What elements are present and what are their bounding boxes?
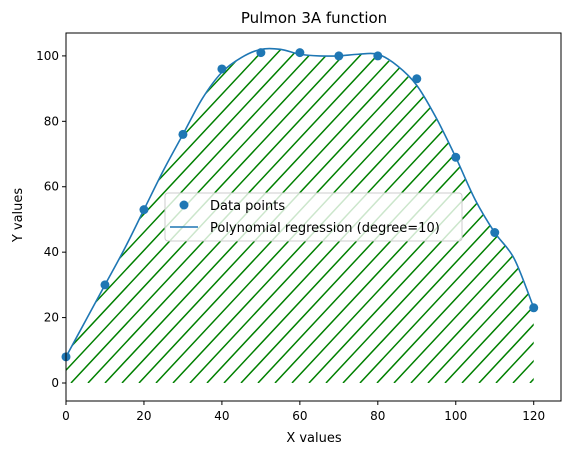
hatch-line xyxy=(87,49,534,384)
chart-title: Pulmon 3A function xyxy=(241,9,387,27)
legend-marker-data-points xyxy=(179,200,189,210)
hatch-line xyxy=(308,49,534,384)
hatch-line xyxy=(104,49,534,384)
hatch-line xyxy=(172,49,534,384)
x-tick-label: 20 xyxy=(136,409,151,423)
hatch-line xyxy=(189,49,534,384)
hatch-line xyxy=(66,49,534,384)
hatch-line xyxy=(66,49,534,384)
hatch-line xyxy=(410,49,534,384)
data-point xyxy=(178,129,188,139)
data-point xyxy=(100,280,110,290)
data-point xyxy=(217,64,227,74)
y-tick-label: 40 xyxy=(44,245,59,259)
hatch-line xyxy=(66,49,517,384)
hatch-line xyxy=(257,49,534,384)
hatch-line xyxy=(529,49,534,384)
data-points xyxy=(61,48,539,362)
x-tick-label: 120 xyxy=(522,409,545,423)
data-point xyxy=(256,48,266,58)
legend-box xyxy=(164,192,463,242)
y-tick-label: 20 xyxy=(44,311,59,325)
x-tick-label: 80 xyxy=(370,409,385,423)
x-tick-label: 40 xyxy=(214,409,229,423)
hatch-line xyxy=(66,49,534,384)
y-tick-label: 60 xyxy=(44,180,59,194)
hatch-line xyxy=(393,49,534,384)
hatch-line xyxy=(155,49,534,384)
hatch-line xyxy=(478,49,534,384)
hatch-line xyxy=(240,49,534,384)
hatch-line xyxy=(564,0,571,383)
y-axis: 0 20 40 60 80 100 xyxy=(36,49,66,390)
hatch-line xyxy=(138,49,534,384)
hatch-line xyxy=(121,49,534,384)
hatch-line xyxy=(206,49,534,384)
hatch-line xyxy=(547,0,571,383)
hatch-line xyxy=(66,49,534,384)
hatch-line xyxy=(66,49,534,384)
data-point xyxy=(334,51,344,61)
hatch-line xyxy=(342,49,534,384)
legend-label-regression: Polynomial regression (degree=10) xyxy=(210,221,440,236)
legend: Data points Polynomial regression (degre… xyxy=(164,192,463,242)
x-tick-label: 100 xyxy=(444,409,467,423)
data-point xyxy=(490,228,500,238)
hatch-line xyxy=(359,49,534,384)
plot-area-frame xyxy=(65,32,562,402)
hatch-line xyxy=(291,49,534,384)
hatch-line xyxy=(66,49,534,384)
hatch-line xyxy=(376,49,534,384)
y-tick-label: 80 xyxy=(44,114,59,128)
x-axis-label: X values xyxy=(286,431,342,446)
hatch-line xyxy=(66,49,534,384)
hatch-line xyxy=(66,49,534,384)
hatch-line xyxy=(66,49,534,384)
data-point xyxy=(529,303,539,313)
data-point xyxy=(139,205,149,215)
hatch-line xyxy=(325,49,534,384)
data-point xyxy=(412,74,422,84)
hatch-line xyxy=(223,49,534,384)
data-point xyxy=(373,51,383,61)
x-tick-label: 0 xyxy=(62,409,70,423)
hatch-layer xyxy=(66,0,571,384)
hatch-line xyxy=(274,49,534,384)
hatch-line xyxy=(512,49,534,384)
hatch-line xyxy=(66,49,534,384)
x-axis: 0 20 40 60 80 100 120 xyxy=(62,401,545,423)
y-tick-label: 100 xyxy=(36,49,59,63)
legend-label-data-points: Data points xyxy=(210,199,285,214)
y-tick-label: 0 xyxy=(51,376,59,390)
data-point xyxy=(295,48,305,58)
hatch-line xyxy=(70,49,534,384)
x-tick-label: 60 xyxy=(292,409,307,423)
hatch-line xyxy=(66,49,534,384)
hatch-line xyxy=(461,49,534,384)
y-axis-label: Y values xyxy=(11,188,26,244)
data-point xyxy=(451,152,461,162)
